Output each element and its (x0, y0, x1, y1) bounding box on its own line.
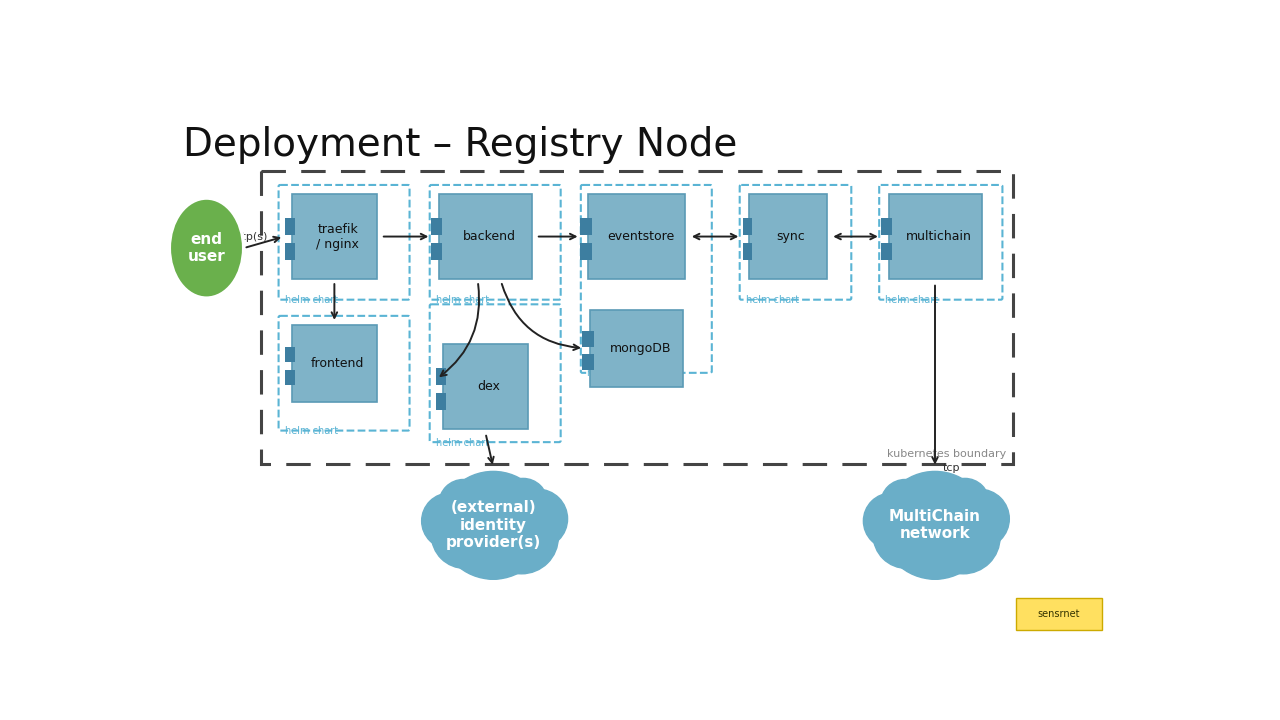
FancyBboxPatch shape (292, 194, 378, 279)
Circle shape (864, 493, 920, 549)
Text: traefik
/ nginx: traefik / nginx (316, 222, 360, 251)
FancyBboxPatch shape (1015, 598, 1102, 630)
Text: helm chart: helm chart (588, 368, 640, 378)
Text: helm chart: helm chart (284, 426, 338, 436)
Text: sync: sync (777, 230, 805, 243)
Text: backend: backend (463, 230, 516, 243)
Text: mongoDB: mongoDB (609, 342, 671, 355)
Circle shape (508, 489, 567, 549)
Circle shape (499, 478, 548, 527)
FancyBboxPatch shape (431, 243, 443, 260)
Text: sensrnet: sensrnet (1038, 609, 1080, 619)
FancyBboxPatch shape (436, 368, 445, 385)
FancyBboxPatch shape (431, 218, 443, 235)
FancyBboxPatch shape (888, 194, 982, 279)
FancyBboxPatch shape (292, 325, 378, 402)
FancyBboxPatch shape (284, 370, 294, 385)
FancyBboxPatch shape (580, 218, 591, 235)
Ellipse shape (169, 198, 243, 298)
FancyBboxPatch shape (582, 354, 594, 370)
Circle shape (485, 500, 558, 574)
Circle shape (927, 500, 1000, 574)
FancyBboxPatch shape (582, 331, 594, 346)
Text: MultiChain
network: MultiChain network (890, 509, 980, 541)
FancyBboxPatch shape (589, 194, 685, 279)
Text: (external)
identity
provider(s): (external) identity provider(s) (445, 500, 541, 550)
Circle shape (881, 480, 929, 528)
FancyBboxPatch shape (881, 243, 892, 260)
FancyBboxPatch shape (749, 194, 827, 279)
Circle shape (449, 480, 507, 536)
Text: helm chart: helm chart (886, 295, 938, 305)
Text: kubernetes boundary: kubernetes boundary (887, 449, 1006, 459)
Circle shape (431, 502, 499, 568)
FancyBboxPatch shape (580, 243, 591, 260)
Text: http(s): http(s) (229, 233, 268, 243)
Circle shape (421, 493, 477, 549)
FancyBboxPatch shape (436, 393, 445, 410)
Text: Deployment – Registry Node: Deployment – Registry Node (183, 127, 737, 164)
Circle shape (480, 477, 536, 533)
Circle shape (465, 523, 521, 579)
Text: multichain: multichain (906, 230, 972, 243)
Text: eventstore: eventstore (607, 230, 675, 243)
Text: helm chart: helm chart (284, 295, 338, 305)
Circle shape (881, 472, 989, 579)
Circle shape (439, 472, 548, 579)
Circle shape (950, 489, 1010, 549)
Text: tcp: tcp (943, 464, 960, 473)
Text: helm chart: helm chart (746, 295, 799, 305)
Circle shape (892, 480, 948, 536)
FancyBboxPatch shape (443, 344, 529, 429)
FancyBboxPatch shape (284, 243, 294, 260)
Text: helm chart: helm chart (436, 295, 489, 305)
Text: helm chart: helm chart (436, 438, 489, 448)
Circle shape (439, 480, 488, 528)
FancyBboxPatch shape (439, 194, 532, 279)
FancyBboxPatch shape (284, 218, 294, 235)
Text: end
user: end user (188, 232, 225, 264)
FancyBboxPatch shape (742, 243, 751, 260)
FancyBboxPatch shape (881, 218, 892, 235)
Text: dex: dex (477, 380, 500, 393)
FancyBboxPatch shape (742, 218, 751, 235)
Circle shape (941, 478, 989, 527)
Circle shape (873, 502, 941, 568)
Circle shape (906, 523, 964, 579)
Circle shape (922, 477, 978, 533)
Text: frontend: frontend (311, 357, 365, 370)
FancyBboxPatch shape (284, 346, 294, 362)
FancyBboxPatch shape (590, 310, 684, 387)
